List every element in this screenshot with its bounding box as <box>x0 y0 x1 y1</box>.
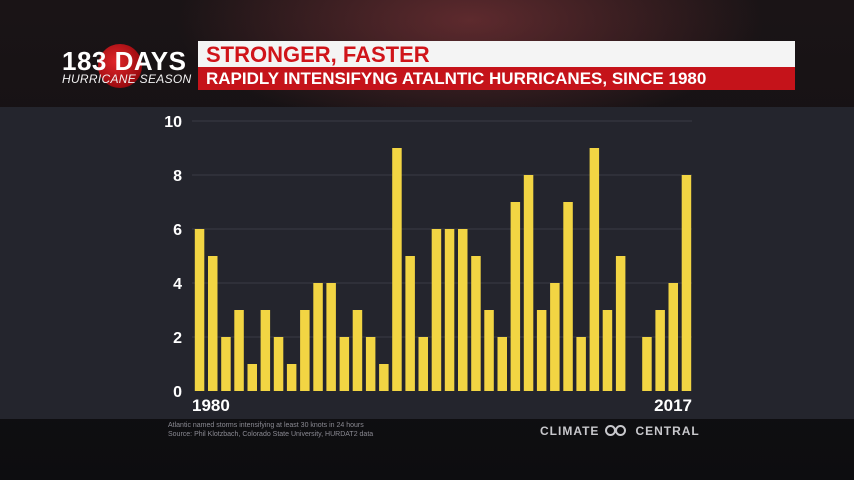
bar-1996 <box>405 256 415 391</box>
bar-2002 <box>484 310 494 391</box>
source-note: Atlantic named storms intensifying at le… <box>168 421 373 439</box>
brand-logo: CLIMATE CENTRAL <box>540 424 700 438</box>
bar-2016 <box>668 283 678 391</box>
bar-1993 <box>365 337 376 391</box>
x-tick-label: 1980 <box>192 396 230 415</box>
bar-2008 <box>563 202 573 391</box>
bar-1986 <box>273 337 284 391</box>
y-tick-label: 4 <box>173 276 182 293</box>
bar-2015 <box>655 310 665 391</box>
source-line-1: Atlantic named storms intensifying at le… <box>168 422 364 429</box>
bar-1988 <box>300 310 310 391</box>
bar-1984 <box>247 364 257 391</box>
bar-2006 <box>536 310 547 391</box>
chart-title: STRONGER, FASTER <box>206 42 430 67</box>
bar-1991 <box>339 337 350 391</box>
bar-2005 <box>523 175 534 391</box>
y-tick-label: 2 <box>173 330 182 347</box>
y-axis-ticks: 0 2 4 6 8 10 <box>164 114 182 401</box>
bar-1989 <box>313 283 323 391</box>
bar-1999 <box>444 229 455 391</box>
source-line-2: Source: Phil Klotzbach, Colorado State U… <box>168 431 374 438</box>
climate-central-icon <box>605 424 629 438</box>
y-tick-label: 8 <box>173 168 182 185</box>
x-axis-labels: 1980 2017 <box>192 396 692 415</box>
show-logo: 183 DAYS HURRICANE SEASON <box>58 44 198 94</box>
bar-1987 <box>286 364 297 391</box>
logo-subtitle: HURRICANE SEASON <box>62 72 192 86</box>
subtitle-bar: RAPIDLY INTENSIFYNG ATALNTIC HURRICANES,… <box>198 67 795 90</box>
bar-1998 <box>431 229 442 391</box>
bar-1982 <box>221 337 231 391</box>
bar-2003 <box>497 337 507 391</box>
y-tick-label: 0 <box>173 384 182 401</box>
bar-1980 <box>194 229 205 391</box>
title-bar: STRONGER, FASTER <box>198 41 795 67</box>
logo-circle <box>98 44 142 88</box>
bar-2010 <box>589 148 600 391</box>
bar-2012 <box>615 256 626 391</box>
logo-main-text: 183 DAYS <box>62 46 187 76</box>
bar-1995 <box>392 148 402 391</box>
brand-right-text: CENTRAL <box>635 424 700 438</box>
bar-1990 <box>326 283 336 391</box>
bar-1985 <box>260 310 271 391</box>
y-tick-label: 10 <box>164 114 182 131</box>
bar-2001 <box>471 256 481 391</box>
y-tick-label: 6 <box>173 222 182 239</box>
bar-2009 <box>576 337 586 391</box>
bar-2004 <box>510 202 521 391</box>
bar-1983 <box>234 310 244 391</box>
bar-2000 <box>458 229 468 391</box>
bar-1992 <box>352 310 363 391</box>
x-tick-label: 2017 <box>654 396 692 415</box>
bar-1994 <box>379 364 389 391</box>
bar-2017 <box>681 175 692 391</box>
chart-subtitle: RAPIDLY INTENSIFYNG ATALNTIC HURRICANES,… <box>206 69 707 88</box>
bar-2011 <box>602 310 613 391</box>
bar-2007 <box>550 283 560 391</box>
bar-1997 <box>418 337 428 391</box>
bar-2014 <box>642 337 652 391</box>
brand-left-text: CLIMATE <box>540 424 600 438</box>
bar-1981 <box>208 256 218 391</box>
bars <box>194 148 692 391</box>
